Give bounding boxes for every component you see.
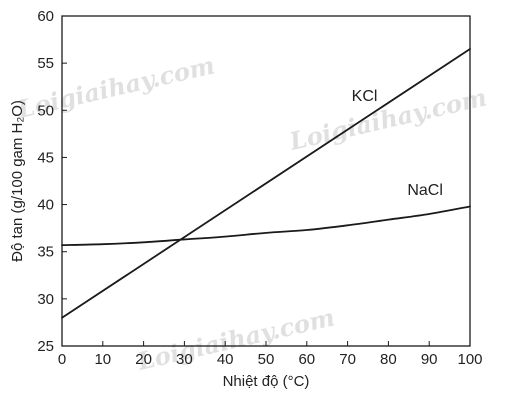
x-tick-label: 100 [457,351,482,368]
plot-frame [61,15,471,347]
axes: 0 10 20 30 40 50 60 70 80 90 100 25 30 35 40 45 50 55 60 Nh… [9,8,483,390]
x-tick-label: 60 [298,351,315,368]
y-tick-label: 50 [37,102,54,119]
x-tick-label: 80 [380,351,397,368]
y-tick-label: 25 [37,338,54,355]
y-tick-label: 60 [37,8,54,25]
x-tick-label: 0 [58,351,66,368]
y-tick-label: 40 [37,197,54,214]
y-tick-label: 30 [37,291,54,308]
x-tick-label: 20 [135,351,152,368]
x-tick-label: 10 [94,351,111,368]
x-tick-label: 90 [421,351,438,368]
series-line-kcl [61,48,471,319]
series-label-kcl: KCl [352,88,378,105]
x-tick-label: 70 [339,351,356,368]
y-axis-title: Độ tan (g/100 gam H₂O) [9,100,26,262]
x-tick-label: 50 [258,351,275,368]
series-line-nacl [61,205,471,247]
watermark-text: Loigiaihay.com [286,82,489,156]
watermarks: Loigiaihay.com Loigiaihay.comLoigiaihay.c… [14,50,489,376]
y-tick-label: 35 [37,244,54,261]
y-tick-label: 55 [37,55,54,72]
x-tick-label: 40 [217,351,234,368]
series-label-nacl: NaCl [407,182,443,199]
x-tick-label: 30 [176,351,193,368]
x-axis-title: Nhiệt độ (°C) [223,373,310,390]
y-tick-label: 45 [37,149,54,166]
series-layer [61,48,471,319]
labels-layer: KCl NaCl [352,88,443,199]
